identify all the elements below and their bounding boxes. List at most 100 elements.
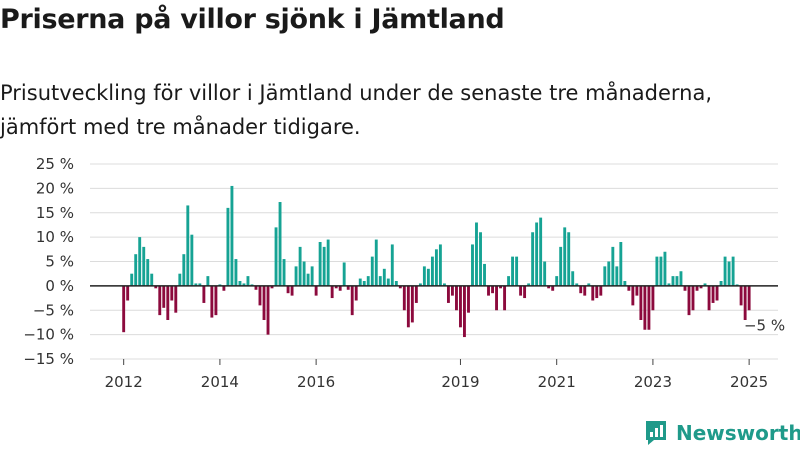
bar <box>222 285 226 291</box>
bar <box>166 285 170 320</box>
bar <box>599 285 603 296</box>
brand-name: Newsworthy <box>676 421 800 445</box>
bar <box>394 281 398 286</box>
bar <box>663 251 667 286</box>
bar <box>246 276 250 286</box>
bar <box>551 285 555 291</box>
bar <box>442 283 446 286</box>
bar <box>583 285 587 296</box>
bar <box>455 285 458 311</box>
bar <box>426 268 430 286</box>
bars <box>122 185 751 338</box>
bar <box>274 227 278 286</box>
y-tick-label: −5 % <box>33 301 74 319</box>
bar <box>386 278 390 286</box>
bar <box>450 285 454 296</box>
bar <box>194 283 198 286</box>
bar <box>519 285 523 296</box>
bar <box>158 285 162 316</box>
bar <box>743 285 747 320</box>
bar <box>603 266 607 286</box>
bar <box>142 246 146 286</box>
bar <box>507 276 511 286</box>
bar <box>647 285 651 330</box>
bar <box>727 261 731 286</box>
bar <box>503 285 507 311</box>
bar <box>523 285 527 299</box>
bar <box>226 207 230 286</box>
bar <box>122 285 126 333</box>
bar <box>346 285 350 290</box>
bar <box>258 285 262 306</box>
chart-subtitle: Prisutveckling för villor i Jämtland und… <box>0 81 712 139</box>
bar <box>342 262 346 286</box>
bar <box>675 276 679 286</box>
bar <box>487 285 490 296</box>
bar <box>134 254 138 286</box>
bar <box>286 285 290 294</box>
bar <box>374 239 378 286</box>
bar <box>471 244 474 286</box>
bar <box>162 285 166 308</box>
bar <box>579 285 583 294</box>
bar <box>467 285 470 313</box>
bar <box>210 285 214 318</box>
bar <box>430 256 434 286</box>
bar <box>350 285 354 316</box>
bar <box>334 285 338 289</box>
bar <box>310 266 314 286</box>
bar <box>711 285 715 303</box>
bar <box>254 285 258 290</box>
bar <box>587 283 591 286</box>
bar <box>515 256 519 286</box>
bar <box>278 202 282 286</box>
x-tick-label: 2012 <box>105 373 143 390</box>
bar <box>655 256 659 286</box>
bar <box>358 278 362 286</box>
bar <box>543 261 547 286</box>
y-tick-label: 5 % <box>45 253 74 271</box>
bar <box>418 283 422 286</box>
bar <box>366 276 370 286</box>
bar <box>314 285 318 296</box>
bar <box>643 285 647 330</box>
bar <box>390 244 394 286</box>
bar <box>539 217 543 286</box>
bar <box>735 284 739 286</box>
bar <box>338 285 342 291</box>
bar <box>178 273 182 286</box>
bar <box>575 283 579 286</box>
bar <box>250 284 254 286</box>
bar <box>202 285 206 303</box>
bar <box>739 285 743 306</box>
bar <box>563 227 567 286</box>
bar <box>270 285 274 289</box>
bar <box>747 285 751 311</box>
bar <box>238 281 242 286</box>
bar <box>687 285 691 316</box>
bar <box>555 276 559 286</box>
bar <box>138 237 142 286</box>
bar-chart: 25 % 20 % 15 % 10 % 5 % 0 % −5 % −10 % −15 % 2012… <box>23 155 785 390</box>
bar <box>667 283 671 286</box>
bar <box>290 285 294 296</box>
bar <box>535 222 539 286</box>
bar <box>607 261 611 286</box>
x-tick-label: 2014 <box>201 373 239 390</box>
bar <box>723 256 727 286</box>
bar <box>499 285 502 289</box>
bar <box>326 239 330 286</box>
bar <box>410 285 414 323</box>
bar <box>382 268 386 286</box>
bar <box>631 285 635 306</box>
bar <box>683 285 687 291</box>
x-tick-label: 2019 <box>441 373 479 390</box>
bar <box>126 285 130 301</box>
x-tick-label: 2025 <box>730 373 768 390</box>
y-tick-label: −10 % <box>23 326 74 344</box>
bar <box>715 285 719 301</box>
bar <box>595 285 599 299</box>
bar <box>707 285 711 311</box>
bar <box>623 281 627 286</box>
bar <box>479 232 482 286</box>
